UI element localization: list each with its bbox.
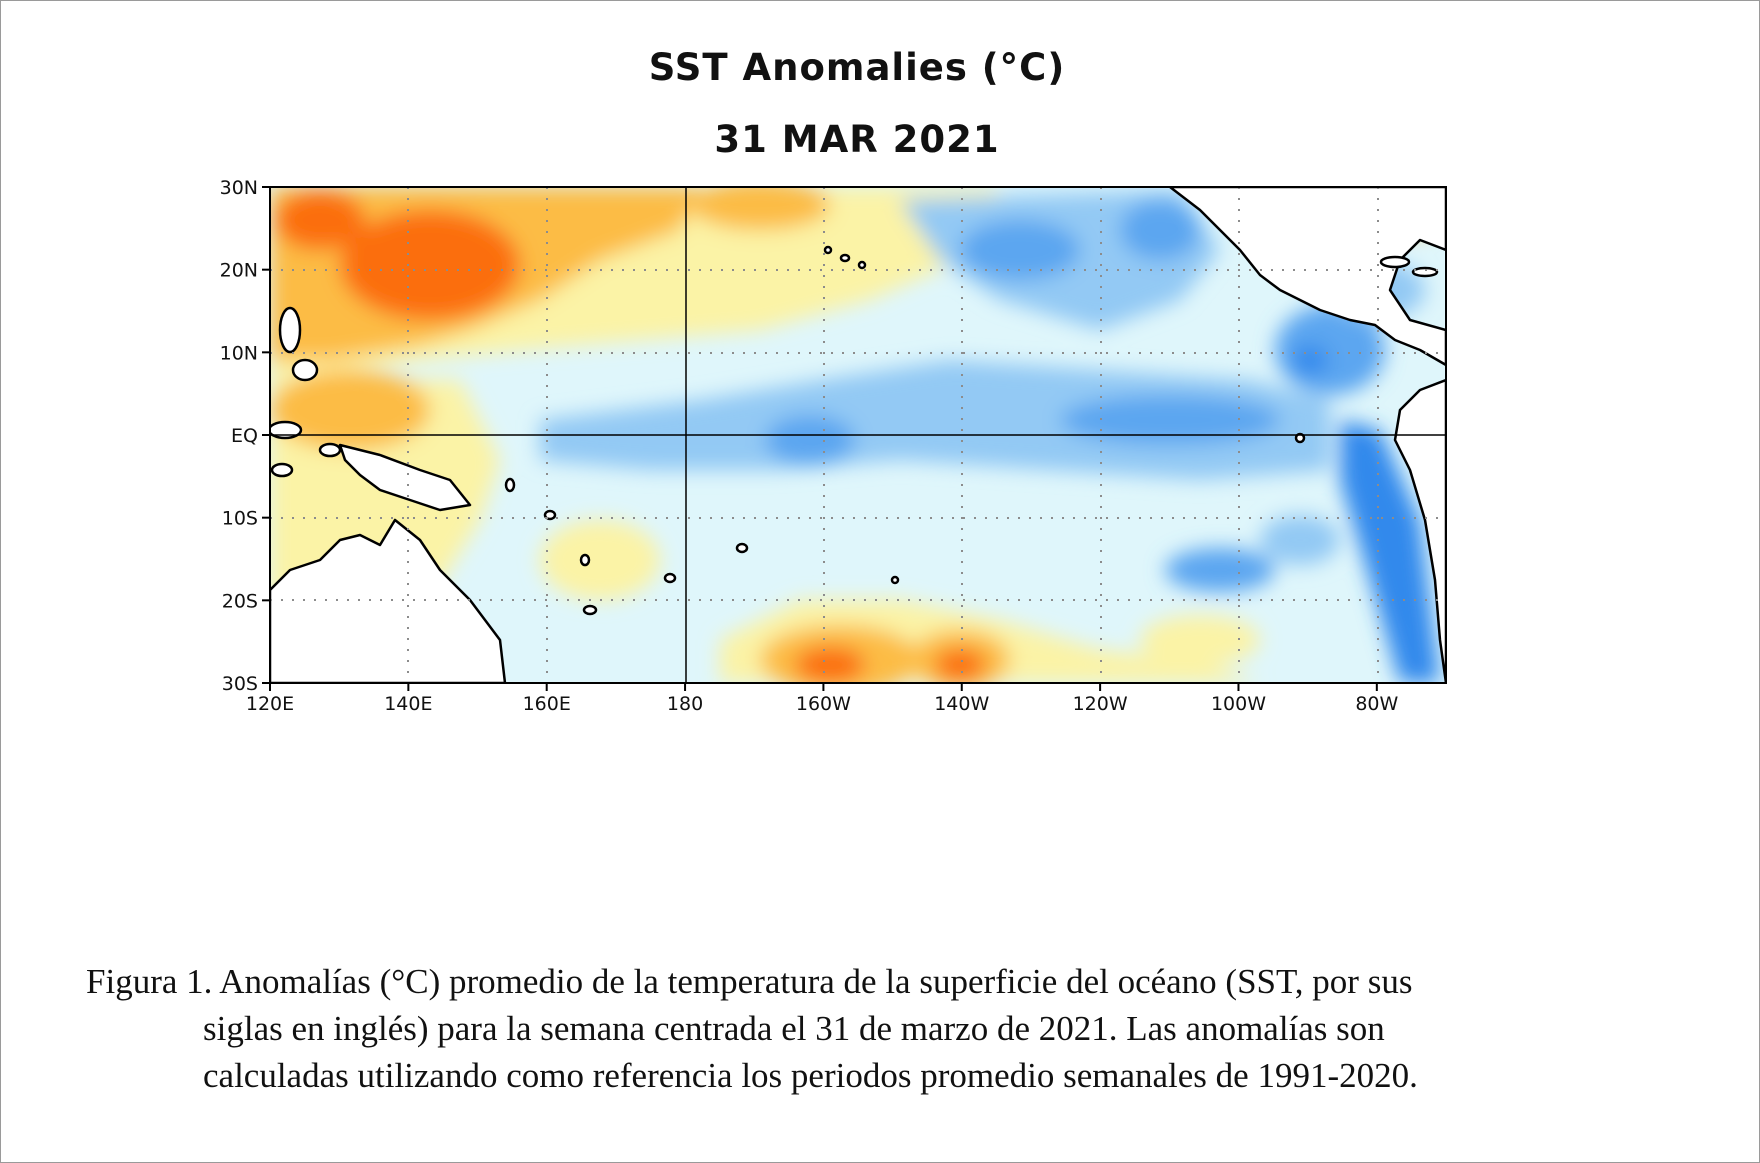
region-se-cool-2 (1260, 515, 1340, 565)
x-tick-label: 100W (1211, 693, 1266, 715)
region-cool-north-core (960, 220, 1080, 280)
anomaly-field (270, 187, 1446, 683)
x-tick-label: 160W (796, 693, 851, 715)
region-se-cool (1165, 548, 1275, 592)
sst-anomaly-map: 30N 20N 10N EQ 10S 20S 30S 120E 140E 160E 180 160W… (220, 177, 1447, 715)
x-tick-label: 160E (523, 693, 571, 715)
x-axis-ticks: 120E 140E 160E 180 160W 140W 120W 100W 80W (246, 683, 1399, 715)
caption-line-3: calculadas utilizando como referencia lo… (203, 1056, 1418, 1095)
region-warm-core-1 (340, 210, 520, 320)
region-warm-south-hot-1 (795, 647, 865, 683)
caption-line-1: Figura 1. Anomalías (°C) promedio de la … (86, 962, 1413, 1001)
figure-caption: Figura 1. Anomalías (°C) promedio de la … (86, 958, 1726, 1099)
region-galapagos-core (1292, 345, 1328, 375)
y-axis-ticks: 30N 20N 10N EQ 10S 20S 30S (220, 177, 270, 695)
x-tick-label: 120E (246, 693, 294, 715)
region-warm-south-hot-2 (935, 649, 985, 681)
grid-lines (270, 187, 1446, 683)
y-tick-label: EQ (231, 425, 258, 447)
region-warm-west-eq (270, 370, 430, 450)
region-warm-core-3 (690, 187, 830, 230)
region-warm-sc (540, 520, 660, 600)
region-cool-eq-core-2 (765, 415, 855, 465)
region-cool-north-core-2 (1120, 200, 1200, 260)
x-tick-label: 80W (1355, 693, 1398, 715)
x-tick-label: 180 (667, 693, 703, 715)
x-tick-label: 140E (384, 693, 432, 715)
map-title: SST Anomalies (°C) (648, 46, 1066, 89)
map-date: 31 MAR 2021 (714, 118, 1000, 161)
region-peru-coast (1340, 420, 1440, 683)
y-tick-label: 10N (220, 342, 258, 364)
y-tick-label: 20N (220, 260, 258, 282)
caption-line-2: siglas en inglés) para la semana centrad… (203, 1009, 1385, 1048)
region-cool-equator (540, 360, 1330, 480)
region-cool-eq-core (1060, 395, 1280, 445)
x-tick-label: 140W (934, 693, 989, 715)
x-tick-label: 120W (1073, 693, 1128, 715)
y-tick-label: 30S (222, 673, 258, 695)
region-warm-se (1140, 615, 1260, 665)
region-warm-core-2 (275, 190, 365, 250)
y-tick-label: 20S (222, 590, 258, 612)
y-tick-label: 30N (220, 177, 258, 199)
y-tick-label: 10S (222, 508, 258, 530)
